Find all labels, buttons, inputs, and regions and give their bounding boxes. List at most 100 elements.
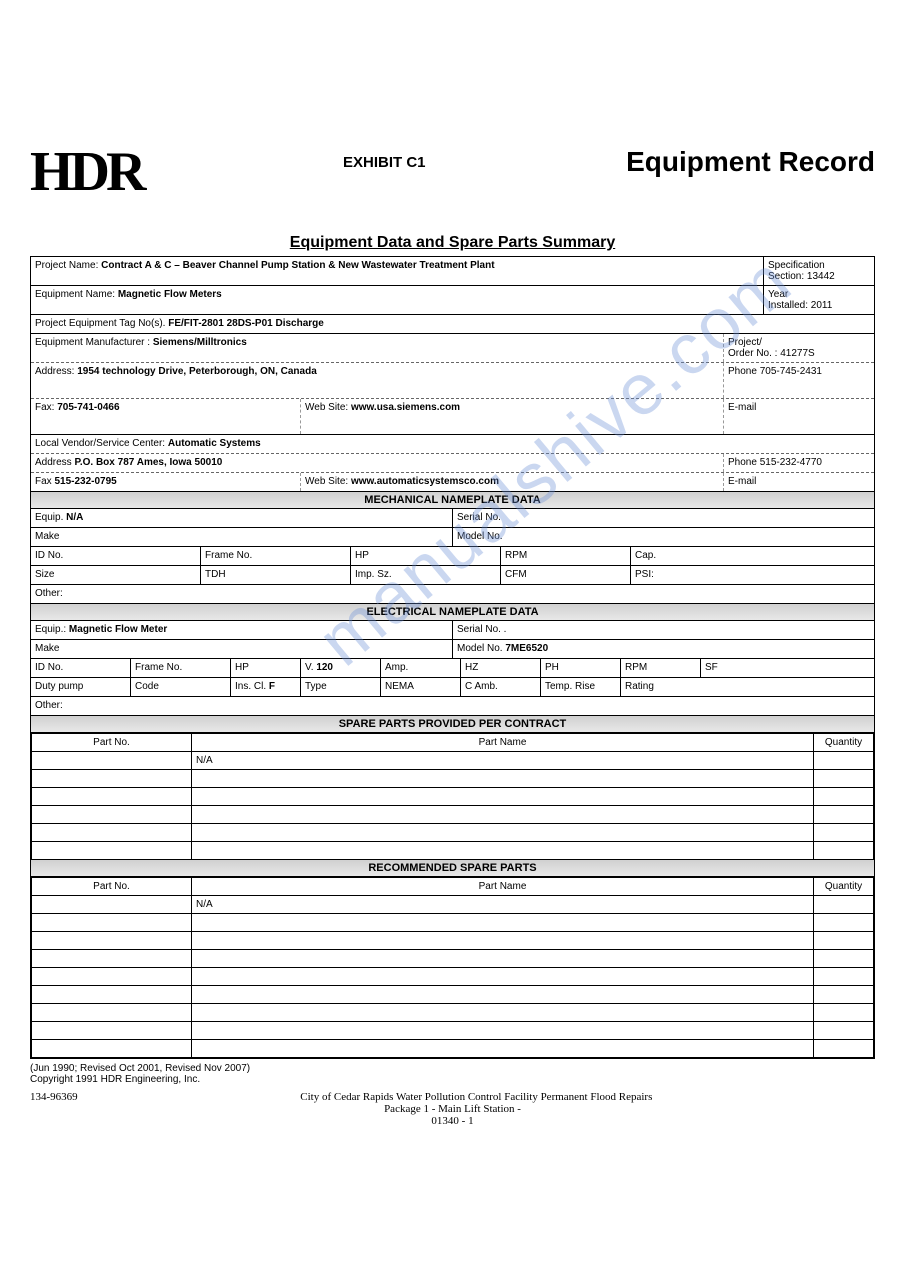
table-row: N/A xyxy=(32,752,874,770)
table-row xyxy=(32,914,874,932)
elec-equip-value: Magnetic Flow Meter xyxy=(69,624,167,635)
vendor-web-value: www.automaticsystemsco.com xyxy=(351,476,499,487)
table-row xyxy=(32,770,874,788)
quantity-header-2: Quantity xyxy=(814,878,874,896)
mfr-fax-label: Fax: xyxy=(35,402,54,413)
elec-make-label: Make xyxy=(31,640,453,658)
elec-model-value: 7ME6520 xyxy=(505,643,548,654)
electrical-header: ELECTRICAL NAMEPLATE DATA xyxy=(31,604,874,621)
equip-name-label: Equipment Name: xyxy=(35,289,115,300)
mech-imp-label: Imp. Sz. xyxy=(351,566,501,584)
record-title: Equipment Record xyxy=(626,146,875,178)
spec-label: Specification xyxy=(768,260,870,271)
mech-make-label: Make xyxy=(31,528,453,546)
mfr-value: Siemens/Milltronics xyxy=(153,337,247,348)
row-elec-other: Other: xyxy=(31,697,874,716)
footer: (Jun 1990; Revised Oct 2001, Revised Nov… xyxy=(30,1063,875,1085)
table-row: N/A xyxy=(32,896,874,914)
year-label: Year xyxy=(768,289,870,300)
mechanical-header: MECHANICAL NAMEPLATE DATA xyxy=(31,492,874,509)
table-row xyxy=(32,1004,874,1022)
table-row xyxy=(32,842,874,860)
mfr-phone-label: Phone xyxy=(728,366,757,377)
table-row xyxy=(32,788,874,806)
vendor-fax-value: 515-232-0795 xyxy=(54,476,116,487)
equip-name-value: Magnetic Flow Meters xyxy=(118,289,222,300)
elec-type-label: Type xyxy=(301,678,381,696)
row-mech-id: ID No. Frame No. HP RPM Cap. xyxy=(31,547,874,566)
row-mech-equip: Equip. N/A Serial No. xyxy=(31,509,874,528)
vendor-web-label: Web Site: xyxy=(305,476,348,487)
footer-title1: City of Cedar Rapids Water Pollution Con… xyxy=(30,1091,875,1103)
order-no: Order No. : 41277S xyxy=(728,348,870,359)
spare-recommended-table: Part No. Part Name Quantity N/A xyxy=(31,877,874,1058)
mech-hp-label: HP xyxy=(351,547,501,565)
footer-title2: Package 1 - Main Lift Station - xyxy=(30,1103,875,1115)
mech-serial-label: Serial No. xyxy=(457,512,501,523)
elec-ph-label: PH xyxy=(541,659,621,677)
footer-copyright: Copyright 1991 HDR Engineering, Inc. xyxy=(30,1074,875,1085)
row-mech-other: Other: xyxy=(31,585,874,604)
page: manualshive.com HDR EXHIBIT C1 Equipment… xyxy=(0,0,905,1157)
spare-na: N/A xyxy=(192,752,814,770)
row-mech-size: Size TDH Imp. Sz. CFM PSI: xyxy=(31,566,874,585)
logo: HDR xyxy=(30,140,142,204)
elec-serial-label: Serial No. . xyxy=(453,621,874,639)
elec-temp-label: Temp. Rise xyxy=(541,678,621,696)
vendor-phone-label: Phone xyxy=(728,457,757,468)
mfr-email-label: E-mail xyxy=(728,402,756,413)
row-vendor-fax: Fax 515-232-0795 Web Site: www.automatic… xyxy=(31,473,874,492)
row-tag: Project Equipment Tag No(s). FE/FIT-2801… xyxy=(31,315,874,334)
vendor-phone-value: 515-232-4770 xyxy=(760,457,822,468)
elec-equip-label: Equip.: xyxy=(35,624,66,635)
form: Project Name: Contract A & C – Beaver Ch… xyxy=(30,256,875,1059)
rec-na: N/A xyxy=(192,896,814,914)
mech-cap-label: Cap. xyxy=(631,547,874,565)
spare-provided-header: SPARE PARTS PROVIDED PER CONTRACT xyxy=(31,716,874,733)
mfr-fax-value: 705-741-0466 xyxy=(57,402,119,413)
vendor-address-value: P.O. Box 787 Ames, Iowa 50010 xyxy=(74,457,222,468)
elec-hz-label: HZ xyxy=(461,659,541,677)
spare-provided-table: Part No. Part Name Quantity N/A xyxy=(31,733,874,860)
table-row xyxy=(32,1040,874,1058)
mech-tdh-label: TDH xyxy=(201,566,351,584)
table-row: Part No. Part Name Quantity xyxy=(32,734,874,752)
project-name-value: Contract A & C – Beaver Channel Pump Sta… xyxy=(101,260,494,271)
elec-frame-label: Frame No. xyxy=(131,659,231,677)
table-row xyxy=(32,806,874,824)
spare-recommended-header: RECOMMENDED SPARE PARTS xyxy=(31,860,874,877)
mech-frame-label: Frame No. xyxy=(201,547,351,565)
vendor-address-label: Address xyxy=(35,457,72,468)
row-manufacturer: Equipment Manufacturer : Siemens/Milltro… xyxy=(31,334,874,363)
table-row xyxy=(32,986,874,1004)
vendor-label: Local Vendor/Service Center: xyxy=(35,438,165,449)
row-elec-duty: Duty pump Code Ins. Cl. F Type NEMA C Am… xyxy=(31,678,874,697)
mfr-address-label: Address: xyxy=(35,366,74,377)
row-elec-make: Make Model No. 7ME6520 xyxy=(31,640,874,659)
part-name-header: Part Name xyxy=(192,734,814,752)
elec-v-value: 120 xyxy=(316,662,333,673)
mfr-address-value: 1954 technology Drive, Peterborough, ON,… xyxy=(77,366,317,377)
table-row xyxy=(32,932,874,950)
table-row xyxy=(32,950,874,968)
table-row xyxy=(32,824,874,842)
mech-equip-value: N/A xyxy=(66,512,83,523)
mech-other-label: Other: xyxy=(31,585,874,603)
elec-id-label: ID No. xyxy=(31,659,131,677)
elec-camb-label: C Amb. xyxy=(461,678,541,696)
spec-section: Section: 13442 xyxy=(768,271,870,282)
vendor-fax-label: Fax xyxy=(35,476,52,487)
part-name-header-2: Part Name xyxy=(192,878,814,896)
part-no-header-2: Part No. xyxy=(32,878,192,896)
mech-equip-label: Equip. xyxy=(35,512,63,523)
elec-v-label: V. xyxy=(305,662,314,673)
row-elec-id: ID No. Frame No. HP V. 120 Amp. HZ PH RP… xyxy=(31,659,874,678)
quantity-header: Quantity xyxy=(814,734,874,752)
tag-value: FE/FIT-2801 28DS-P01 Discharge xyxy=(168,318,324,329)
elec-ins-label: Ins. Cl. xyxy=(235,681,266,692)
elec-code-label: Code xyxy=(131,678,231,696)
subtitle: Equipment Data and Spare Parts Summary xyxy=(30,234,875,252)
mfr-label: Equipment Manufacturer : xyxy=(35,337,150,348)
mfr-phone-value: 705-745-2431 xyxy=(760,366,822,377)
mech-rpm-label: RPM xyxy=(501,547,631,565)
